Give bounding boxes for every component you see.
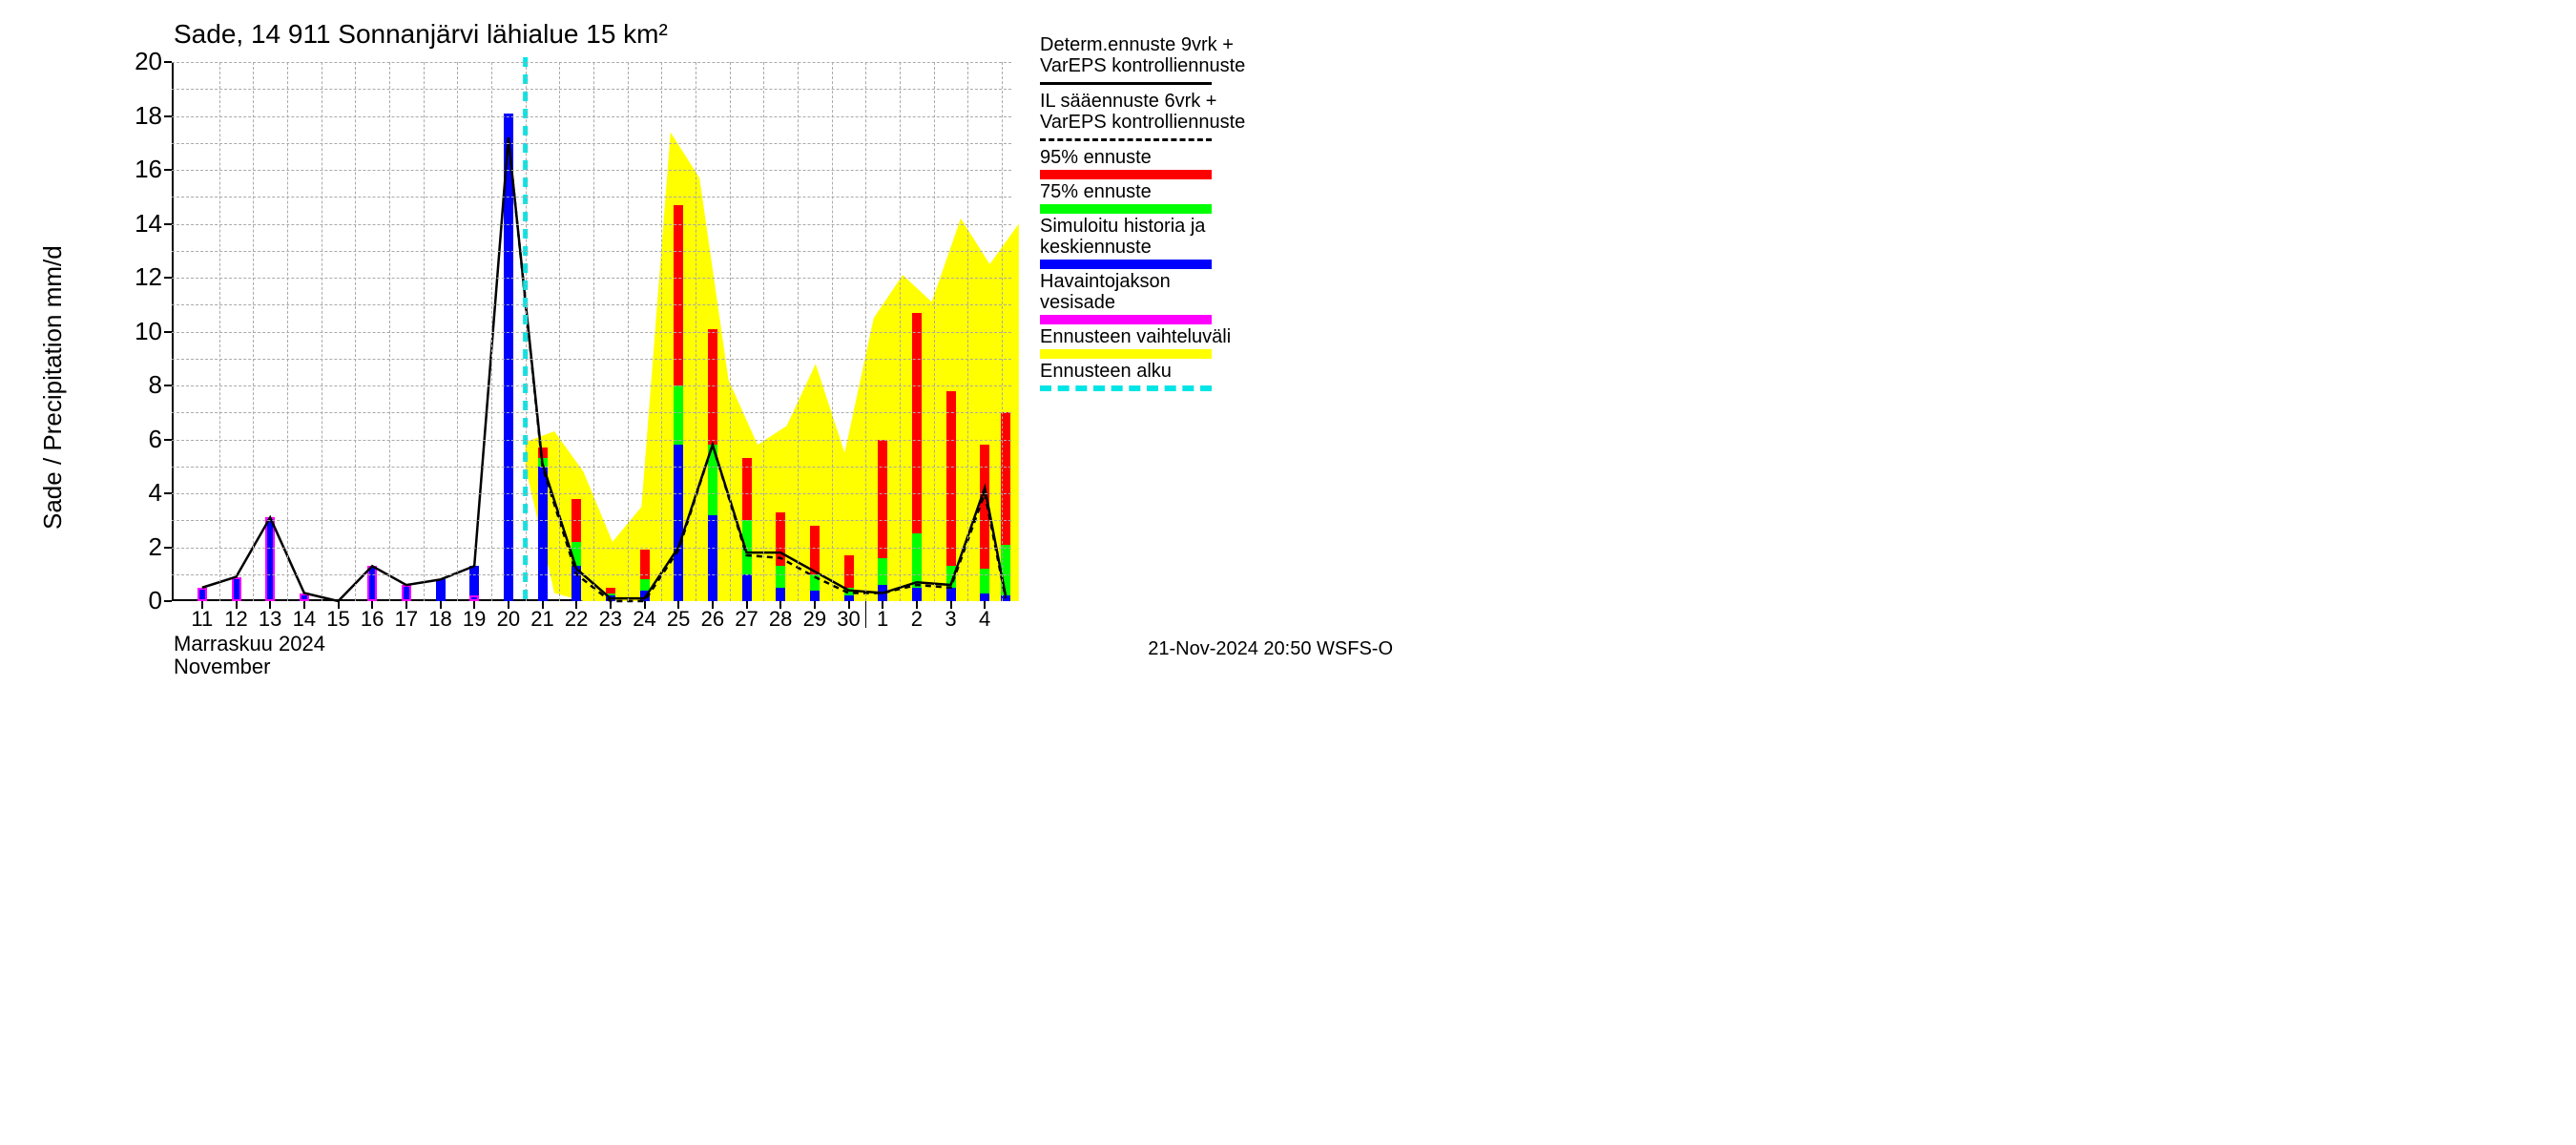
legend-swatch <box>1040 349 1212 359</box>
xtick-label: 30 <box>837 607 860 632</box>
legend-swatch <box>1040 138 1212 141</box>
legend-label: IL sääennuste 6vrk + <box>1040 91 1250 112</box>
bar-magenta <box>367 566 377 601</box>
xtick-label: 18 <box>428 607 451 632</box>
legend-entry: Ennusteen alku <box>1040 361 1250 391</box>
xtick-label: 27 <box>735 607 758 632</box>
ytick-label: 16 <box>114 155 162 184</box>
bar <box>504 114 513 601</box>
bar-magenta <box>232 577 241 601</box>
xtick-label: 16 <box>361 607 384 632</box>
bar <box>674 205 683 601</box>
legend-label: keskiennuste <box>1040 237 1250 258</box>
bar-magenta <box>265 517 275 601</box>
xtick-label: 22 <box>565 607 588 632</box>
ytick-label: 2 <box>114 532 162 562</box>
ytick-label: 20 <box>114 47 162 76</box>
legend-entry: 95% ennuste <box>1040 147 1250 179</box>
xtick-label: 20 <box>497 607 520 632</box>
legend-entry: Simuloitu historia jakeskiennuste <box>1040 216 1250 269</box>
xtick-label: 29 <box>803 607 826 632</box>
legend-swatch <box>1040 82 1212 85</box>
legend-swatch <box>1040 315 1212 324</box>
legend-label: Simuloitu historia ja <box>1040 216 1250 237</box>
bar <box>708 329 717 601</box>
xtick-label: 13 <box>259 607 281 632</box>
bar <box>844 555 854 601</box>
legend-entry: Ennusteen vaihteluväli <box>1040 326 1250 359</box>
bar <box>776 512 785 601</box>
bar-magenta <box>402 585 411 601</box>
xtick-label: 11 <box>191 607 213 632</box>
ytick-label: 14 <box>114 209 162 239</box>
ytick-label: 10 <box>114 317 162 346</box>
bar <box>436 579 446 601</box>
legend-label: Ennusteen alku <box>1040 361 1250 382</box>
legend-label: 75% ennuste <box>1040 181 1250 202</box>
footer-timestamp: 21-Nov-2024 20:50 WSFS-O <box>1148 638 1393 660</box>
legend-entry: IL sääennuste 6vrk + VarEPS kontrollienn… <box>1040 91 1250 141</box>
precipitation-chart: Sade, 14 911 Sonnanjärvi lähialue 15 km²… <box>0 0 1431 668</box>
xtick-label: 17 <box>395 607 418 632</box>
xtick-label: 12 <box>224 607 247 632</box>
ytick-label: 0 <box>114 586 162 615</box>
month-label-en: November <box>174 655 270 679</box>
xtick-label: 26 <box>701 607 724 632</box>
bar <box>810 526 820 601</box>
legend-entry: Havaintojakson vesisade <box>1040 271 1250 324</box>
month-label-fi: Marraskuu 2024 <box>174 632 325 656</box>
bar-magenta <box>197 588 207 601</box>
xtick-label: 24 <box>633 607 655 632</box>
xtick-label: 19 <box>463 607 486 632</box>
chart-title: Sade, 14 911 Sonnanjärvi lähialue 15 km² <box>174 19 668 50</box>
bar <box>946 391 956 601</box>
xtick-label: 21 <box>530 607 553 632</box>
legend-label: Ennusteen vaihteluväli <box>1040 326 1250 347</box>
bar <box>571 499 581 601</box>
xtick-label: 15 <box>326 607 349 632</box>
bar <box>538 448 548 601</box>
xtick-label: 23 <box>599 607 622 632</box>
xtick-label: 28 <box>769 607 792 632</box>
y-axis-label: Sade / Precipitation mm/d <box>38 245 68 530</box>
ytick-label: 12 <box>114 262 162 292</box>
xtick-label: 3 <box>945 607 956 632</box>
legend-entry: Determ.ennuste 9vrk +VarEPS kontrollienn… <box>1040 34 1250 85</box>
legend-label: Determ.ennuste 9vrk + <box>1040 34 1250 55</box>
ytick-label: 6 <box>114 425 162 454</box>
xtick-label: 4 <box>979 607 990 632</box>
legend: Determ.ennuste 9vrk +VarEPS kontrollienn… <box>1040 34 1250 393</box>
ytick-label: 18 <box>114 101 162 131</box>
ytick-label: 4 <box>114 478 162 508</box>
legend-entry: 75% ennuste <box>1040 181 1250 214</box>
bar <box>912 313 922 601</box>
legend-swatch <box>1040 204 1212 214</box>
bar <box>742 458 752 601</box>
xtick-label: 25 <box>667 607 690 632</box>
ytick-label: 8 <box>114 370 162 400</box>
legend-swatch <box>1040 170 1212 179</box>
legend-swatch <box>1040 260 1212 269</box>
bar-magenta <box>300 593 309 601</box>
xtick-label: 14 <box>293 607 316 632</box>
legend-label: 95% ennuste <box>1040 147 1250 168</box>
xtick-label: 1 <box>877 607 888 632</box>
legend-swatch <box>1040 385 1212 391</box>
xtick-label: 2 <box>911 607 923 632</box>
legend-label: VarEPS kontrolliennuste <box>1040 112 1250 133</box>
legend-label: Havaintojakson vesisade <box>1040 271 1250 313</box>
bar <box>606 588 615 601</box>
legend-label: VarEPS kontrolliennuste <box>1040 55 1250 76</box>
